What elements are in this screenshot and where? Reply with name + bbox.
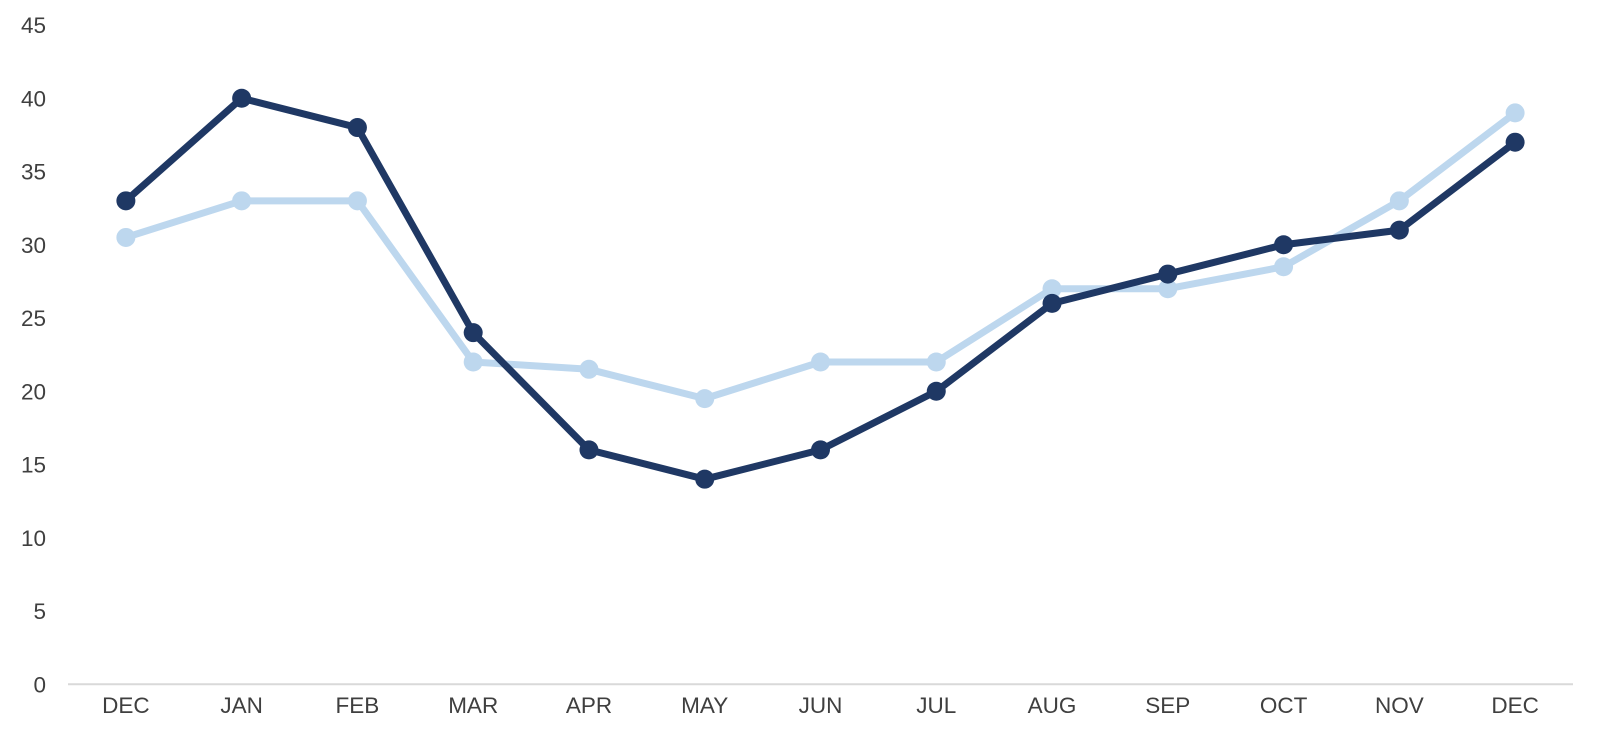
x-axis-tick-label: APR	[566, 693, 612, 718]
x-axis-tick-label: JUL	[916, 693, 956, 718]
light-blue-series-point-JUN	[811, 352, 830, 372]
dark-navy-series-point-MAR	[463, 323, 483, 343]
x-axis-tick-label: SEP	[1145, 693, 1190, 718]
y-axis-tick-label: 5	[33, 599, 46, 624]
light-blue-series-point-AUG	[1042, 279, 1062, 299]
x-axis-tick-label: MAY	[681, 693, 728, 718]
dark-navy-series-line	[122, 94, 1519, 483]
dark-navy-series-point-JUN	[811, 440, 830, 460]
light-blue-series-point-FEB	[347, 191, 367, 211]
y-axis-tick-label: 10	[21, 526, 46, 551]
x-axis-tick-label: DEC	[102, 693, 150, 718]
light-blue-series-point-SEP	[1158, 279, 1178, 299]
light-blue-series-point-DEC	[116, 227, 136, 247]
dark-navy-series-point-JUL	[926, 381, 946, 401]
light-blue-series-point-APR	[579, 359, 599, 379]
y-axis-tick-label: 40	[21, 86, 46, 111]
light-blue-series-point-JUL	[926, 352, 946, 372]
x-axis-tick-label: JAN	[220, 693, 263, 718]
x-axis-tick-label: FEB	[336, 693, 380, 718]
dark-navy-series-point-APR	[579, 440, 599, 460]
dark-navy-series-point-OCT	[1274, 235, 1294, 255]
dark-navy-series-point-DEC	[1505, 132, 1525, 152]
light-blue-series-point-JAN	[232, 191, 252, 211]
x-axis-tick-label: MAR	[448, 693, 498, 718]
y-axis-tick-label: 0	[33, 672, 46, 697]
light-blue-series-point-MAY	[695, 389, 715, 409]
x-axis-tick-label: DEC	[1491, 693, 1539, 718]
dark-navy-series-point-FEB	[347, 118, 367, 138]
light-blue-series-point-OCT	[1274, 257, 1294, 277]
y-axis-tick-label: 20	[21, 379, 46, 404]
x-axis-tick-label: JUN	[799, 693, 843, 718]
light-blue-series-point-DEC	[1505, 103, 1525, 123]
dark-navy-series-point-DEC	[116, 191, 136, 211]
y-axis-tick-label: 30	[21, 233, 46, 258]
y-axis-tick-label: 35	[21, 160, 46, 185]
dark-navy-series-point-MAY	[695, 469, 715, 489]
y-axis-tick-label: 45	[21, 13, 46, 38]
dark-navy-series-point-JAN	[232, 88, 252, 108]
x-axis-tick-label: AUG	[1028, 693, 1077, 718]
x-axis-tick-label: NOV	[1375, 693, 1424, 718]
y-axis-tick-label: 15	[21, 453, 46, 478]
dark-navy-series-point-NOV	[1389, 220, 1409, 240]
dark-navy-series-point-SEP	[1158, 264, 1178, 284]
x-axis-tick-label: OCT	[1260, 693, 1308, 718]
light-blue-series-point-MAR	[463, 352, 483, 372]
y-axis-tick-label: 25	[21, 306, 46, 331]
light-blue-series-point-NOV	[1389, 191, 1409, 211]
dark-navy-series-point-AUG	[1042, 293, 1062, 313]
